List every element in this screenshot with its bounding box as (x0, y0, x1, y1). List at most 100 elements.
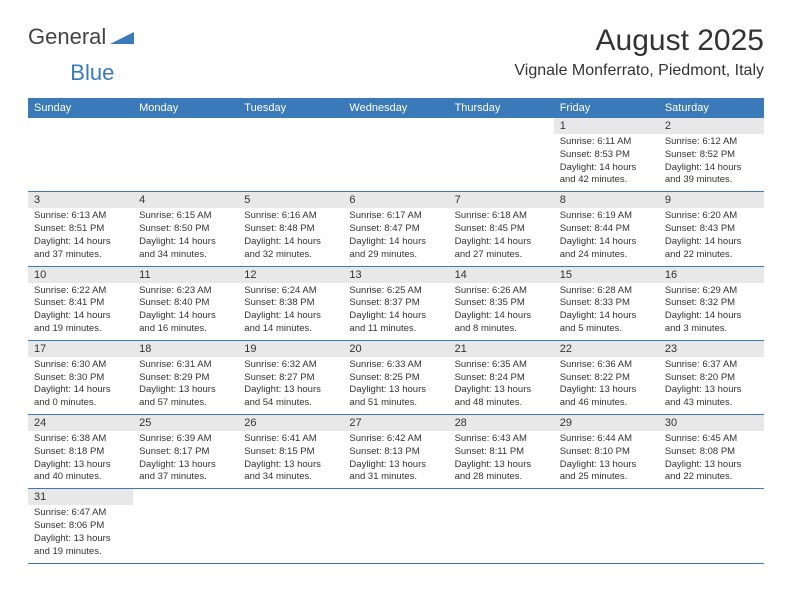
day-number-row: 10 (28, 267, 133, 283)
day-number-row: 29 (554, 415, 659, 431)
day-number: 11 (133, 267, 238, 283)
calendar-cell: 12Sunrise: 6:24 AMSunset: 8:38 PMDayligh… (238, 266, 343, 340)
day-body: Sunrise: 6:30 AMSunset: 8:30 PMDaylight:… (28, 357, 133, 414)
day-number: 5 (238, 192, 343, 208)
calendar-cell: 11Sunrise: 6:23 AMSunset: 8:40 PMDayligh… (133, 266, 238, 340)
day-number: 8 (554, 192, 659, 208)
day-body: Sunrise: 6:37 AMSunset: 8:20 PMDaylight:… (659, 357, 764, 414)
day-number-row: 8 (554, 192, 659, 208)
day-number: 26 (238, 415, 343, 431)
day-number: 23 (659, 341, 764, 357)
day-body: Sunrise: 6:11 AMSunset: 8:53 PMDaylight:… (554, 134, 659, 191)
day-body: Sunrise: 6:18 AMSunset: 8:45 PMDaylight:… (449, 208, 554, 265)
day-body: Sunrise: 6:32 AMSunset: 8:27 PMDaylight:… (238, 357, 343, 414)
calendar-cell: 20Sunrise: 6:33 AMSunset: 8:25 PMDayligh… (343, 340, 448, 414)
day-number-row: 28 (449, 415, 554, 431)
day-number: 2 (659, 118, 764, 134)
day-number: 31 (28, 489, 133, 505)
calendar-table: Sunday Monday Tuesday Wednesday Thursday… (28, 98, 764, 564)
day-body: Sunrise: 6:28 AMSunset: 8:33 PMDaylight:… (554, 283, 659, 340)
calendar-cell: 31Sunrise: 6:47 AMSunset: 8:06 PMDayligh… (28, 489, 133, 563)
weekday-header: Thursday (449, 98, 554, 118)
day-body: Sunrise: 6:47 AMSunset: 8:06 PMDaylight:… (28, 505, 133, 562)
calendar-cell: 30Sunrise: 6:45 AMSunset: 8:08 PMDayligh… (659, 415, 764, 489)
day-number-row: 15 (554, 267, 659, 283)
calendar-cell-empty (659, 489, 764, 563)
day-number-row: 19 (238, 341, 343, 357)
day-number-row: 23 (659, 341, 764, 357)
calendar-cell: 23Sunrise: 6:37 AMSunset: 8:20 PMDayligh… (659, 340, 764, 414)
day-number: 27 (343, 415, 448, 431)
day-number-row: 7 (449, 192, 554, 208)
logo-text-1: General (28, 24, 106, 50)
day-number-row: 31 (28, 489, 133, 505)
day-number-row: 9 (659, 192, 764, 208)
weekday-header: Friday (554, 98, 659, 118)
calendar-row: 1Sunrise: 6:11 AMSunset: 8:53 PMDaylight… (28, 118, 764, 192)
calendar-cell-empty (238, 118, 343, 192)
day-number: 20 (343, 341, 448, 357)
day-number: 19 (238, 341, 343, 357)
calendar-cell: 1Sunrise: 6:11 AMSunset: 8:53 PMDaylight… (554, 118, 659, 192)
calendar-cell-empty (554, 489, 659, 563)
calendar-cell: 26Sunrise: 6:41 AMSunset: 8:15 PMDayligh… (238, 415, 343, 489)
calendar-cell-empty (133, 118, 238, 192)
calendar-row: 10Sunrise: 6:22 AMSunset: 8:41 PMDayligh… (28, 266, 764, 340)
day-number-row: 24 (28, 415, 133, 431)
calendar-cell-empty (238, 489, 343, 563)
logo: General (28, 24, 134, 50)
calendar-cell: 6Sunrise: 6:17 AMSunset: 8:47 PMDaylight… (343, 192, 448, 266)
day-body: Sunrise: 6:29 AMSunset: 8:32 PMDaylight:… (659, 283, 764, 340)
day-number-row: 5 (238, 192, 343, 208)
day-number: 13 (343, 267, 448, 283)
day-body: Sunrise: 6:44 AMSunset: 8:10 PMDaylight:… (554, 431, 659, 488)
weekday-header: Wednesday (343, 98, 448, 118)
day-body: Sunrise: 6:41 AMSunset: 8:15 PMDaylight:… (238, 431, 343, 488)
calendar-cell: 10Sunrise: 6:22 AMSunset: 8:41 PMDayligh… (28, 266, 133, 340)
calendar-cell: 17Sunrise: 6:30 AMSunset: 8:30 PMDayligh… (28, 340, 133, 414)
day-number: 21 (449, 341, 554, 357)
day-number-row: 14 (449, 267, 554, 283)
weekday-header: Tuesday (238, 98, 343, 118)
day-body: Sunrise: 6:42 AMSunset: 8:13 PMDaylight:… (343, 431, 448, 488)
day-number: 29 (554, 415, 659, 431)
calendar-cell: 16Sunrise: 6:29 AMSunset: 8:32 PMDayligh… (659, 266, 764, 340)
day-number: 25 (133, 415, 238, 431)
day-body: Sunrise: 6:23 AMSunset: 8:40 PMDaylight:… (133, 283, 238, 340)
day-body: Sunrise: 6:22 AMSunset: 8:41 PMDaylight:… (28, 283, 133, 340)
calendar-cell: 22Sunrise: 6:36 AMSunset: 8:22 PMDayligh… (554, 340, 659, 414)
day-number: 10 (28, 267, 133, 283)
calendar-cell: 13Sunrise: 6:25 AMSunset: 8:37 PMDayligh… (343, 266, 448, 340)
day-number-row: 1 (554, 118, 659, 134)
day-number: 14 (449, 267, 554, 283)
day-body: Sunrise: 6:35 AMSunset: 8:24 PMDaylight:… (449, 357, 554, 414)
calendar-cell-empty (133, 489, 238, 563)
day-number-row: 18 (133, 341, 238, 357)
day-number-row: 22 (554, 341, 659, 357)
day-body: Sunrise: 6:31 AMSunset: 8:29 PMDaylight:… (133, 357, 238, 414)
day-body: Sunrise: 6:15 AMSunset: 8:50 PMDaylight:… (133, 208, 238, 265)
logo-triangle-icon (110, 24, 134, 50)
calendar-row: 17Sunrise: 6:30 AMSunset: 8:30 PMDayligh… (28, 340, 764, 414)
day-number-row: 4 (133, 192, 238, 208)
calendar-cell: 28Sunrise: 6:43 AMSunset: 8:11 PMDayligh… (449, 415, 554, 489)
calendar-row: 31Sunrise: 6:47 AMSunset: 8:06 PMDayligh… (28, 489, 764, 563)
day-body: Sunrise: 6:20 AMSunset: 8:43 PMDaylight:… (659, 208, 764, 265)
calendar-cell: 21Sunrise: 6:35 AMSunset: 8:24 PMDayligh… (449, 340, 554, 414)
weekday-header: Monday (133, 98, 238, 118)
calendar-cell: 5Sunrise: 6:16 AMSunset: 8:48 PMDaylight… (238, 192, 343, 266)
day-number: 15 (554, 267, 659, 283)
calendar-cell-empty (449, 118, 554, 192)
day-number: 3 (28, 192, 133, 208)
day-body: Sunrise: 6:25 AMSunset: 8:37 PMDaylight:… (343, 283, 448, 340)
calendar-cell: 19Sunrise: 6:32 AMSunset: 8:27 PMDayligh… (238, 340, 343, 414)
day-body: Sunrise: 6:17 AMSunset: 8:47 PMDaylight:… (343, 208, 448, 265)
day-number: 17 (28, 341, 133, 357)
calendar-cell: 7Sunrise: 6:18 AMSunset: 8:45 PMDaylight… (449, 192, 554, 266)
day-number: 28 (449, 415, 554, 431)
calendar-cell: 18Sunrise: 6:31 AMSunset: 8:29 PMDayligh… (133, 340, 238, 414)
location: Vignale Monferrato, Piedmont, Italy (514, 62, 764, 80)
day-body: Sunrise: 6:36 AMSunset: 8:22 PMDaylight:… (554, 357, 659, 414)
day-number-row: 12 (238, 267, 343, 283)
day-number: 22 (554, 341, 659, 357)
